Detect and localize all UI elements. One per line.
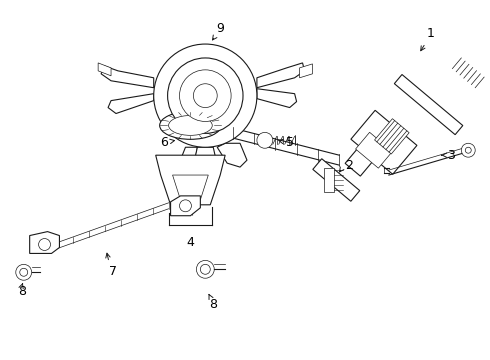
Circle shape <box>154 44 257 147</box>
Text: 7: 7 <box>109 265 117 278</box>
Circle shape <box>200 264 210 274</box>
Circle shape <box>194 84 217 108</box>
Circle shape <box>179 200 192 212</box>
Text: 5: 5 <box>286 136 294 149</box>
Polygon shape <box>356 132 392 168</box>
Circle shape <box>461 143 475 157</box>
Polygon shape <box>171 147 197 193</box>
Polygon shape <box>374 119 409 154</box>
Polygon shape <box>194 147 217 173</box>
Circle shape <box>20 268 28 276</box>
Text: 2: 2 <box>345 159 353 172</box>
Circle shape <box>179 70 231 121</box>
Circle shape <box>196 260 214 278</box>
Polygon shape <box>313 159 360 201</box>
Circle shape <box>168 58 243 133</box>
Text: 6: 6 <box>160 136 168 149</box>
Polygon shape <box>345 148 373 176</box>
Polygon shape <box>257 63 305 88</box>
Text: 4: 4 <box>187 236 195 249</box>
Circle shape <box>257 132 273 148</box>
Text: 1: 1 <box>427 27 435 40</box>
Ellipse shape <box>160 112 221 139</box>
Polygon shape <box>101 66 154 88</box>
Text: 8: 8 <box>209 297 217 311</box>
Text: 8: 8 <box>18 285 26 298</box>
Polygon shape <box>257 89 296 108</box>
Text: 9: 9 <box>216 22 224 35</box>
Polygon shape <box>98 63 111 76</box>
Polygon shape <box>394 75 463 135</box>
Ellipse shape <box>169 116 212 135</box>
Polygon shape <box>299 64 313 78</box>
Text: 3: 3 <box>447 149 455 162</box>
Polygon shape <box>324 168 334 192</box>
Circle shape <box>16 264 32 280</box>
Polygon shape <box>217 143 247 167</box>
Polygon shape <box>171 196 200 216</box>
Circle shape <box>466 147 471 153</box>
Polygon shape <box>175 98 205 113</box>
Polygon shape <box>156 155 225 205</box>
Circle shape <box>39 239 50 251</box>
Polygon shape <box>30 231 59 253</box>
Polygon shape <box>172 175 208 200</box>
Polygon shape <box>108 94 154 113</box>
Polygon shape <box>351 110 417 174</box>
